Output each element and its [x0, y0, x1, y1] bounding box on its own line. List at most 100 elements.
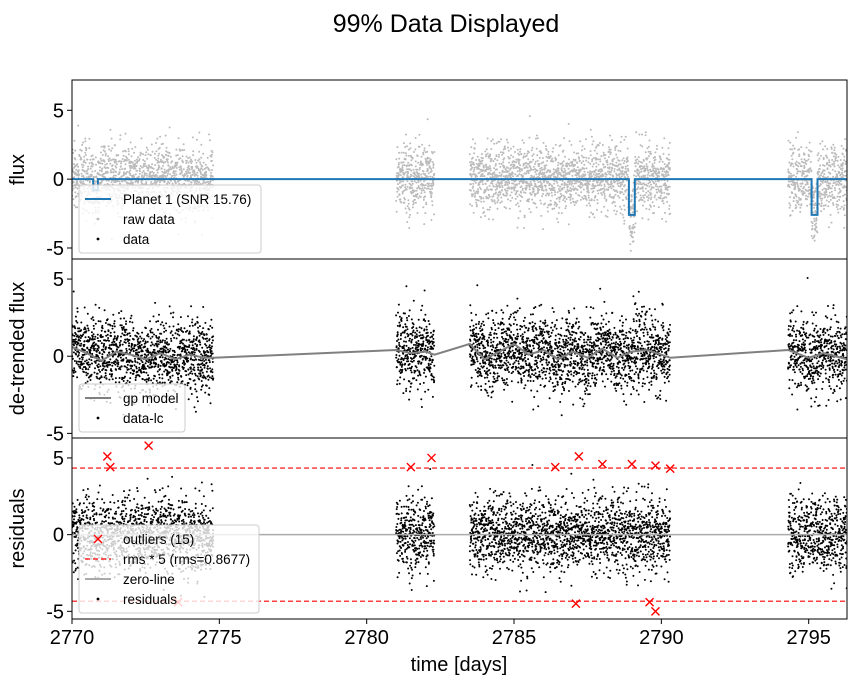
- data-point: [635, 161, 637, 163]
- data-point: [108, 379, 110, 381]
- data-point: [127, 333, 129, 335]
- data-point: [801, 175, 803, 177]
- data-point: [794, 186, 796, 188]
- data-point: [482, 207, 484, 209]
- data-point: [611, 167, 613, 169]
- data-point: [148, 336, 150, 338]
- raw-data-point: [643, 160, 645, 162]
- data-point: [187, 175, 189, 177]
- data-point: [519, 151, 521, 153]
- data-point: [106, 163, 108, 165]
- data-point: [426, 160, 428, 162]
- data-point: [616, 176, 618, 178]
- data-point: [537, 181, 539, 183]
- data-point: [84, 140, 86, 142]
- data-point: [433, 163, 435, 165]
- raw-data-point: [153, 172, 155, 174]
- data-point: [405, 152, 407, 154]
- data-point: [822, 189, 824, 191]
- raw-data-point: [501, 189, 503, 191]
- data-point: [152, 343, 154, 345]
- data-point: [800, 203, 802, 205]
- data-point: [129, 332, 131, 334]
- data-point: [829, 173, 831, 175]
- data-point: [200, 167, 202, 169]
- data-point: [109, 364, 111, 366]
- data-point: [834, 182, 836, 184]
- data-point: [116, 348, 118, 350]
- data-point: [830, 199, 832, 201]
- data-point: [141, 332, 143, 334]
- data-point: [834, 147, 836, 149]
- data-point: [799, 163, 801, 165]
- data-point: [553, 173, 555, 175]
- data-point: [566, 165, 568, 167]
- data-point: [619, 160, 621, 162]
- data-point: [808, 159, 810, 161]
- data-point: [611, 169, 613, 171]
- data-point: [535, 138, 537, 140]
- data-point: [619, 191, 621, 193]
- data-point: [557, 169, 559, 171]
- data-point: [835, 156, 837, 158]
- data-point: [141, 372, 143, 374]
- data-point: [508, 170, 510, 172]
- data-point: [124, 331, 126, 333]
- data-point: [491, 200, 493, 202]
- data-point: [153, 334, 155, 336]
- data-point: [515, 198, 517, 200]
- data-point: [823, 158, 825, 160]
- data-point: [119, 183, 121, 185]
- data-point: [104, 309, 106, 311]
- data-point: [791, 184, 793, 186]
- data-point: [532, 159, 534, 161]
- data-point: [401, 152, 403, 154]
- raw-data-point: [647, 170, 649, 172]
- data-point: [795, 204, 797, 206]
- raw-data-point: [539, 157, 541, 159]
- data-point: [512, 156, 514, 158]
- data-point: [667, 189, 669, 191]
- data-point: [652, 201, 654, 203]
- data-point: [511, 164, 513, 166]
- data-point: [646, 185, 648, 187]
- data-point: [581, 149, 583, 151]
- data-point: [816, 219, 818, 221]
- data-point: [570, 202, 572, 204]
- data-point: [117, 360, 119, 362]
- data-point: [589, 183, 591, 185]
- data-point: [579, 160, 581, 162]
- data-point: [412, 191, 414, 193]
- data-point: [125, 320, 127, 322]
- data-point: [603, 206, 605, 208]
- data-point: [471, 161, 473, 163]
- data-point: [111, 365, 113, 367]
- data-point: [820, 184, 822, 186]
- data-point: [418, 134, 420, 136]
- data-point: [586, 199, 588, 201]
- data-point: [129, 335, 131, 337]
- data-point: [568, 223, 570, 225]
- data-point: [814, 235, 816, 237]
- data-point: [128, 345, 130, 347]
- data-point: [196, 162, 198, 164]
- data-point: [415, 160, 417, 162]
- data-point: [122, 344, 124, 346]
- data-point: [646, 196, 648, 198]
- data-point: [800, 185, 802, 187]
- data-point: [668, 208, 670, 210]
- data-point: [823, 208, 825, 210]
- data-point: [212, 175, 214, 177]
- data-point: [832, 185, 834, 187]
- data-point: [420, 196, 422, 198]
- data-point: [81, 173, 83, 175]
- data-point: [150, 345, 152, 347]
- data-point: [164, 161, 166, 163]
- data-point: [88, 147, 90, 149]
- data-point: [473, 152, 475, 154]
- data-point: [645, 151, 647, 153]
- raw-data-point: [640, 197, 642, 199]
- raw-data-point: [154, 153, 156, 155]
- data-point: [94, 170, 96, 172]
